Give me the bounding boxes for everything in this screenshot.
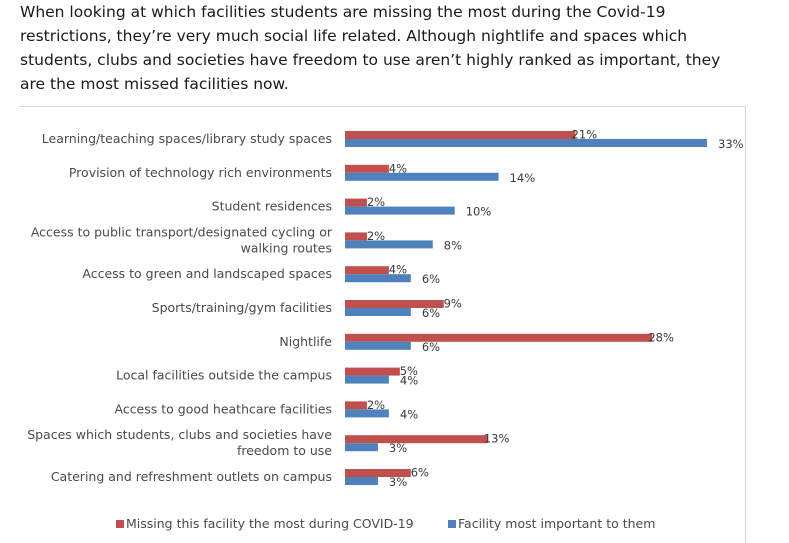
intro-line: restrictions, they’re very much social l… — [20, 27, 688, 45]
data-label-missing: 4% — [389, 263, 407, 277]
data-label-important: 3% — [389, 441, 407, 455]
category-label: freedom to use — [237, 443, 332, 458]
bar-missing — [345, 232, 367, 241]
bar-important — [345, 172, 499, 181]
category-label: Spaces which students, clubs and societi… — [27, 427, 332, 442]
data-label-important: 33% — [718, 137, 744, 151]
intro-line: When looking at which facilities student… — [20, 3, 666, 21]
data-label-important: 8% — [444, 238, 462, 252]
legend-item-important: Facility most important to them — [448, 516, 655, 531]
data-label-missing: 2% — [367, 195, 385, 209]
data-label-important: 14% — [510, 171, 536, 185]
data-label-important: 6% — [422, 272, 440, 286]
legend-label-missing: Missing this facility the most during CO… — [126, 516, 414, 531]
bar-important — [345, 206, 455, 215]
data-label-important: 6% — [422, 340, 440, 354]
data-label-important: 4% — [400, 407, 418, 421]
bar-important — [345, 139, 707, 147]
bar-missing — [345, 198, 367, 207]
category-label: Learning/teaching spaces/library study s… — [42, 131, 332, 146]
intro-text: When looking at which facilities student… — [20, 0, 780, 96]
data-label-missing: 4% — [389, 161, 407, 175]
bar-important — [345, 274, 411, 283]
bar-missing — [345, 367, 400, 376]
data-label-missing: 9% — [444, 297, 462, 311]
data-label-important: 3% — [389, 475, 407, 489]
legend-swatch-important — [448, 519, 456, 528]
data-label-important: 10% — [466, 205, 492, 219]
bar-missing — [345, 266, 389, 275]
bar-important — [345, 308, 411, 316]
chart-frame — [20, 106, 746, 543]
category-label: walking routes — [241, 240, 332, 255]
data-label-important: 6% — [422, 306, 440, 320]
bar-important — [345, 341, 411, 350]
bar-missing — [345, 401, 367, 410]
chart-legend: Missing this facility the most during CO… — [0, 516, 789, 532]
category-label: Sports/training/gym facilities — [152, 300, 332, 315]
bar-important — [345, 477, 378, 485]
bar-missing — [345, 300, 444, 308]
bar-missing — [345, 469, 411, 477]
data-label-missing: 6% — [411, 466, 429, 480]
category-label: Nightlife — [279, 334, 332, 349]
category-label: Catering and refreshment outlets on camp… — [51, 469, 332, 484]
data-label-missing: 5% — [400, 364, 418, 378]
intro-line: students, clubs and societies have freed… — [20, 51, 721, 69]
bar-missing — [345, 435, 488, 444]
bar-missing — [345, 333, 653, 342]
legend-swatch-missing — [116, 519, 124, 528]
category-label: Local facilities outside the campus — [116, 368, 332, 383]
intro-line: are the most missed facilities now. — [20, 75, 289, 93]
category-label: Student residences — [212, 199, 332, 214]
category-label: Access to good heathcare facilities — [114, 401, 332, 416]
data-label-missing: 21% — [572, 128, 598, 142]
data-label-missing: 2% — [367, 229, 385, 243]
category-label: Access to public transport/designated cy… — [31, 224, 333, 239]
category-label: Provision of technology rich environment… — [69, 165, 332, 180]
legend-label-important: Facility most important to them — [458, 516, 656, 531]
bar-important — [345, 409, 389, 418]
data-label-missing: 28% — [648, 330, 674, 344]
data-label-missing: 13% — [484, 432, 510, 446]
bar-important — [345, 443, 378, 452]
category-label: Access to green and landscaped spaces — [82, 266, 332, 281]
bar-missing — [345, 131, 576, 139]
data-label-missing: 2% — [367, 398, 385, 412]
data-label-important: 4% — [400, 374, 418, 388]
bar-missing — [345, 164, 389, 173]
bar-important — [345, 240, 433, 249]
legend-item-missing: Missing this facility the most during CO… — [116, 516, 414, 531]
bar-important — [345, 375, 389, 384]
